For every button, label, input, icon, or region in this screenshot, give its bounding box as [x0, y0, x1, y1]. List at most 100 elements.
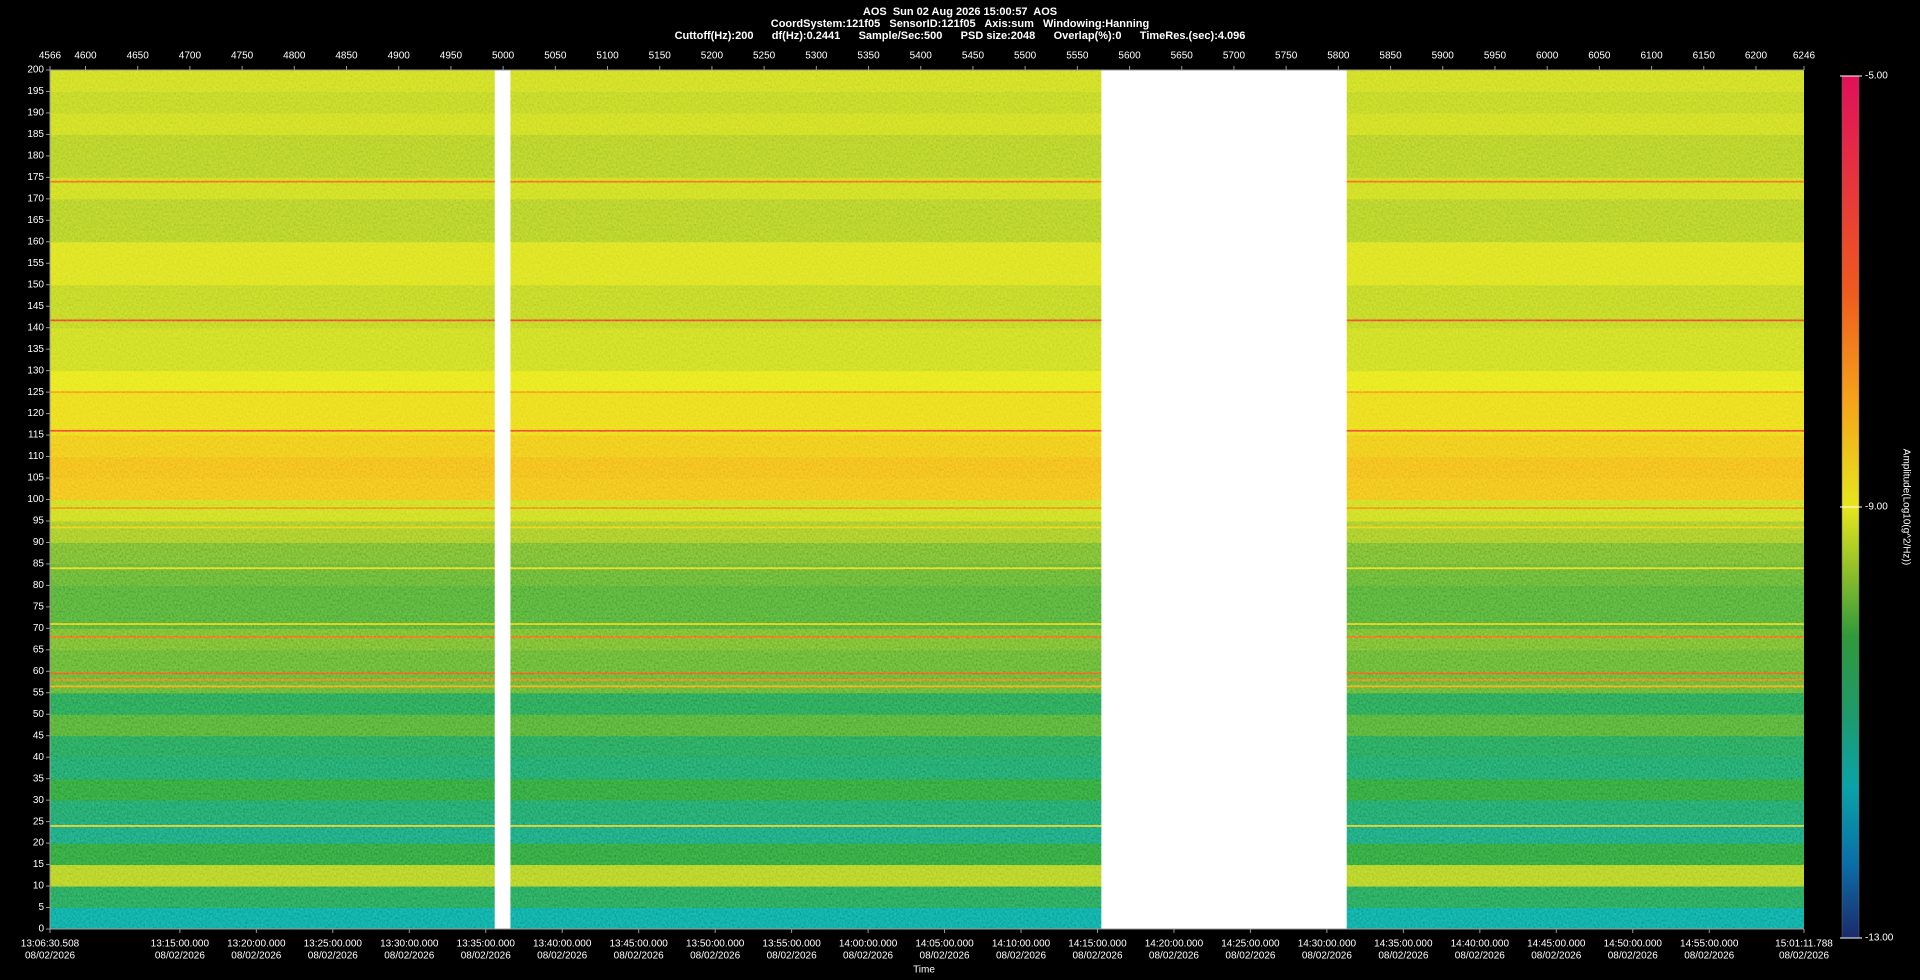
- time-tick-date: 08/02/2026: [920, 951, 970, 962]
- x-tick-label: 5100: [596, 51, 619, 62]
- y-tick-label: 65: [33, 644, 45, 655]
- time-tick-label: 14:00:00.000: [839, 939, 898, 950]
- time-tick-label: 14:40:00.000: [1451, 939, 1510, 950]
- x-tick-label: 5900: [1432, 51, 1455, 62]
- time-tick-date: 08/02/2026: [1225, 951, 1275, 962]
- x-tick-label: 6050: [1588, 51, 1611, 62]
- time-tick-label: 13:15:00.000: [151, 939, 210, 950]
- colorbar-tick-label: -9.00: [1865, 502, 1888, 513]
- y-tick-label: 85: [33, 559, 45, 570]
- data-segment: [50, 70, 495, 930]
- time-tick-date: 08/02/2026: [231, 951, 281, 962]
- texture: [510, 70, 1102, 929]
- time-tick-date: 08/02/2026: [1072, 951, 1122, 962]
- time-tick-label: 14:15:00.000: [1068, 939, 1127, 950]
- y-tick-label: 110: [28, 451, 44, 462]
- y-tick-label: 20: [33, 838, 45, 849]
- y-tick-label: 135: [27, 344, 44, 355]
- data-segment: [1346, 70, 1804, 930]
- x-tick-label: 5350: [857, 51, 880, 62]
- y-tick-label: 30: [33, 795, 45, 806]
- y-tick-label: 105: [27, 473, 44, 484]
- x-tick-label: 4750: [231, 51, 254, 62]
- y-tick-label: 0: [38, 924, 44, 935]
- x-tick-label: 5400: [910, 51, 933, 62]
- time-tick-label: 14:05:00.000: [915, 939, 974, 950]
- time-tick-label: 14:55:00.000: [1680, 939, 1739, 950]
- y-tick-label: 170: [27, 193, 44, 204]
- time-tick-label: 13:50:00.000: [686, 939, 745, 950]
- time-tick-label: 13:25:00.000: [304, 939, 363, 950]
- time-tick-date: 08/02/2026: [1531, 951, 1581, 962]
- x-tick-label: 6150: [1693, 51, 1716, 62]
- y-tick-label: 175: [27, 172, 44, 183]
- y-tick-label: 155: [27, 258, 44, 269]
- colorbar-tick-label: -5.00: [1865, 71, 1888, 82]
- x-tick-label: 5500: [1014, 51, 1037, 62]
- x-tick-label: 4600: [74, 51, 97, 62]
- x-tick-label: 4650: [127, 51, 150, 62]
- y-tick-label: 80: [33, 580, 45, 591]
- time-tick-label: 14:20:00.000: [1145, 939, 1204, 950]
- y-tick-label: 70: [33, 623, 45, 634]
- x-tick-label: 4950: [440, 51, 463, 62]
- x-tick-label: 4900: [388, 51, 411, 62]
- time-tick-date: 08/02/2026: [1608, 951, 1658, 962]
- subtitle: CoordSystem:121f05 SensorID:121f05 Axis:…: [771, 18, 1149, 30]
- time-tick-label: 14:50:00.000: [1604, 939, 1663, 950]
- x-tick-label: 5200: [701, 51, 724, 62]
- x-tick-label: 5300: [805, 51, 828, 62]
- x-tick-label: 5550: [1066, 51, 1089, 62]
- y-tick-label: 10: [33, 881, 45, 892]
- x-tick-label: 5650: [1171, 51, 1194, 62]
- x-axis-label: Time: [913, 965, 935, 976]
- time-tick-label: 14:35:00.000: [1374, 939, 1433, 950]
- x-tick-label: 5600: [1118, 51, 1141, 62]
- texture: [1346, 70, 1804, 929]
- y-tick-label: 60: [33, 666, 45, 677]
- x-tick-label: 5850: [1379, 51, 1402, 62]
- time-tick-date: 08/02/2026: [1378, 951, 1428, 962]
- y-tick-label: 55: [33, 687, 45, 698]
- time-tick-date: 08/02/2026: [1684, 951, 1734, 962]
- time-tick-date: 08/02/2026: [308, 951, 358, 962]
- x-tick-label: 5450: [962, 51, 985, 62]
- time-tick-date: 08/02/2026: [537, 951, 587, 962]
- time-tick-label: 13:45:00.000: [609, 939, 668, 950]
- colorbar-label: Amplitude(Log10(g^2/Hz)): [1900, 449, 1911, 565]
- x-tick-label: 5750: [1275, 51, 1298, 62]
- x-tick-label: 4800: [283, 51, 306, 62]
- time-tick-date: 08/02/2026: [767, 951, 817, 962]
- time-tick-date: 08/02/2026: [384, 951, 434, 962]
- time-tick-label: 13:40:00.000: [533, 939, 592, 950]
- x-tick-label: 4850: [335, 51, 358, 62]
- y-tick-label: 95: [33, 516, 45, 527]
- x-tick-label: 5050: [544, 51, 567, 62]
- y-tick-label: 180: [27, 151, 44, 162]
- subtitle: Cuttoff(Hz):200 df(Hz):0.2441 Sample/Sec…: [675, 30, 1246, 42]
- y-tick-label: 150: [27, 279, 44, 290]
- time-tick-date: 08/02/2026: [1455, 951, 1505, 962]
- time-tick-label: 13:55:00.000: [762, 939, 821, 950]
- y-tick-label: 195: [27, 86, 44, 97]
- y-tick-label: 140: [27, 322, 44, 333]
- y-tick-label: 130: [27, 365, 44, 376]
- time-tick-label: 13:35:00.000: [457, 939, 516, 950]
- x-tick-label: 6246: [1793, 51, 1816, 62]
- y-tick-label: 190: [27, 108, 44, 119]
- texture: [50, 70, 495, 929]
- time-tick-label: 13:20:00.000: [227, 939, 286, 950]
- time-tick-date: 08/02/2026: [996, 951, 1046, 962]
- time-tick-label: 14:30:00.000: [1298, 939, 1357, 950]
- time-tick-date: 08/02/2026: [461, 951, 511, 962]
- y-tick-label: 185: [27, 129, 44, 140]
- y-tick-label: 115: [28, 430, 44, 441]
- y-tick-label: 40: [33, 752, 45, 763]
- y-tick-label: 35: [33, 773, 45, 784]
- y-tick-label: 75: [33, 602, 45, 613]
- time-tick-label: 15:01:11.788: [1775, 939, 1833, 950]
- y-tick-label: 120: [27, 408, 44, 419]
- time-tick-label: 14:45:00.000: [1527, 939, 1586, 950]
- y-tick-label: 100: [27, 494, 44, 505]
